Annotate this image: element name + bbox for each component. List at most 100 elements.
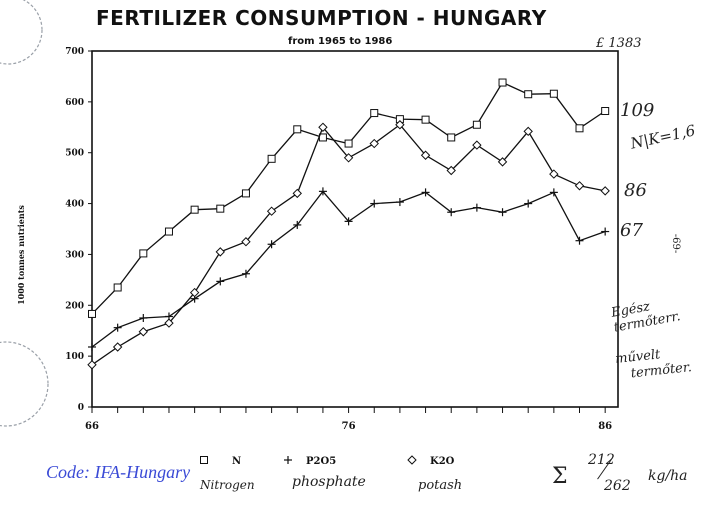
data-point-n — [241, 189, 250, 198]
plot-frame — [91, 50, 619, 408]
y-tick-label: 0 — [78, 403, 84, 413]
data-point-n — [139, 249, 148, 258]
data-point-k2o — [497, 157, 508, 167]
y-tick-label: 700 — [65, 47, 84, 57]
x-tick-label: 76 — [342, 421, 356, 432]
data-point-k2o — [87, 360, 97, 370]
series-layer — [87, 78, 610, 370]
y-axis-label: 1000 tonnes nutrients — [16, 205, 26, 305]
annotation-p2o5-end: 67 — [620, 220, 643, 241]
data-point-p2o5 — [216, 277, 225, 286]
data-point-k2o — [266, 206, 277, 216]
x-tick-label: 86 — [598, 421, 612, 432]
data-point-k2o — [395, 120, 405, 130]
legend-n-handwriting: Nitrogen — [200, 478, 255, 492]
data-point-k2o — [407, 455, 417, 465]
data-point-k2o — [369, 138, 379, 149]
data-point-n — [216, 204, 225, 213]
data-point-p2o5 — [601, 227, 610, 236]
data-point-k2o — [189, 287, 200, 298]
data-point-n — [549, 89, 558, 98]
y-tick-label: 400 — [65, 200, 84, 210]
data-point-p2o5 — [267, 240, 276, 249]
series-p2o5 — [88, 187, 610, 351]
data-point-p2o5 — [284, 456, 292, 464]
legend-k2o-handwriting: potash — [418, 478, 463, 493]
y-tick-label: 100 — [65, 352, 84, 362]
legend-item-n: N — [200, 456, 241, 467]
data-point-k2o — [138, 327, 149, 337]
data-point-k2o — [343, 153, 354, 163]
data-point-k2o — [600, 186, 610, 196]
legend: N P2O5 K2O — [200, 455, 455, 467]
chart-title: FERTILIZER CONSUMPTION - HUNGARY — [96, 6, 547, 30]
data-point-p2o5 — [498, 208, 507, 217]
y-tick-label: 300 — [65, 250, 84, 260]
data-point-p2o5 — [524, 199, 533, 208]
legend-label: K2O — [430, 456, 455, 467]
series-line-n — [91, 81, 606, 315]
data-point-k2o — [472, 140, 482, 150]
annotation-n-end: 109 — [620, 100, 655, 121]
data-point-p2o5 — [447, 208, 456, 217]
data-point-n — [421, 115, 430, 124]
data-point-k2o — [215, 247, 225, 257]
data-point-k2o — [292, 188, 302, 199]
data-point-n — [498, 78, 507, 87]
annotation-top-right: £ 1383 — [596, 36, 642, 51]
data-point-p2o5 — [575, 236, 584, 245]
data-point-n — [293, 125, 302, 134]
data-point-p2o5 — [472, 203, 481, 212]
data-point-n — [524, 90, 533, 99]
y-axis: 0 100 200 300 400 500 600 700 — [65, 47, 92, 413]
data-point-k2o — [164, 318, 174, 328]
data-point-p2o5 — [421, 188, 430, 197]
data-point-n — [88, 309, 96, 318]
data-point-n — [370, 109, 379, 118]
series-k2o — [87, 120, 610, 370]
data-point-n — [190, 205, 199, 214]
unit-label: kg/ha — [648, 468, 688, 484]
y-tick-label: 500 — [65, 149, 84, 159]
data-point-n — [472, 120, 481, 129]
data-point-k2o — [446, 165, 456, 176]
annotation-k2o-end: 86 — [624, 180, 647, 201]
data-point-n — [164, 227, 173, 236]
chart-subtitle: from 1965 to 1986 — [288, 36, 393, 47]
fraction-numerator: 212 — [588, 452, 615, 468]
data-point-p2o5 — [318, 187, 327, 196]
data-point-p2o5 — [241, 269, 250, 278]
legend-item-k2o: K2O — [407, 455, 455, 467]
stamp-bottom — [0, 341, 49, 427]
data-point-p2o5 — [549, 188, 558, 197]
data-point-p2o5 — [88, 342, 96, 351]
data-point-n — [113, 283, 122, 292]
data-point-k2o — [420, 150, 431, 160]
source-code-label: Code: IFA-Hungary — [46, 462, 191, 482]
x-axis: 66 76 86 — [85, 407, 612, 432]
page-mark: -69- — [670, 233, 682, 254]
legend-label: N — [232, 456, 241, 467]
data-point-k2o — [241, 237, 251, 247]
y-tick-label: 200 — [65, 301, 84, 311]
data-point-p2o5 — [293, 220, 302, 229]
stamp-marks — [0, 0, 49, 427]
sigma-symbol: Σ — [552, 464, 568, 489]
legend-label: P2O5 — [306, 456, 336, 467]
data-point-p2o5 — [113, 323, 122, 332]
series-n — [88, 78, 610, 318]
data-point-p2o5 — [395, 198, 404, 207]
data-point-k2o — [318, 122, 328, 132]
data-point-k2o — [112, 342, 123, 352]
data-point-k2o — [574, 181, 585, 191]
plot-border — [91, 50, 619, 408]
fraction-denominator: 262 — [604, 478, 631, 494]
x-tick-label: 66 — [85, 421, 99, 432]
data-point-p2o5 — [139, 314, 148, 322]
data-point-p2o5 — [370, 199, 379, 208]
data-point-n — [447, 133, 456, 142]
data-point-n — [267, 154, 276, 163]
stamp-top — [0, 0, 43, 65]
legend-p2o5-handwriting: phosphate — [292, 474, 366, 490]
